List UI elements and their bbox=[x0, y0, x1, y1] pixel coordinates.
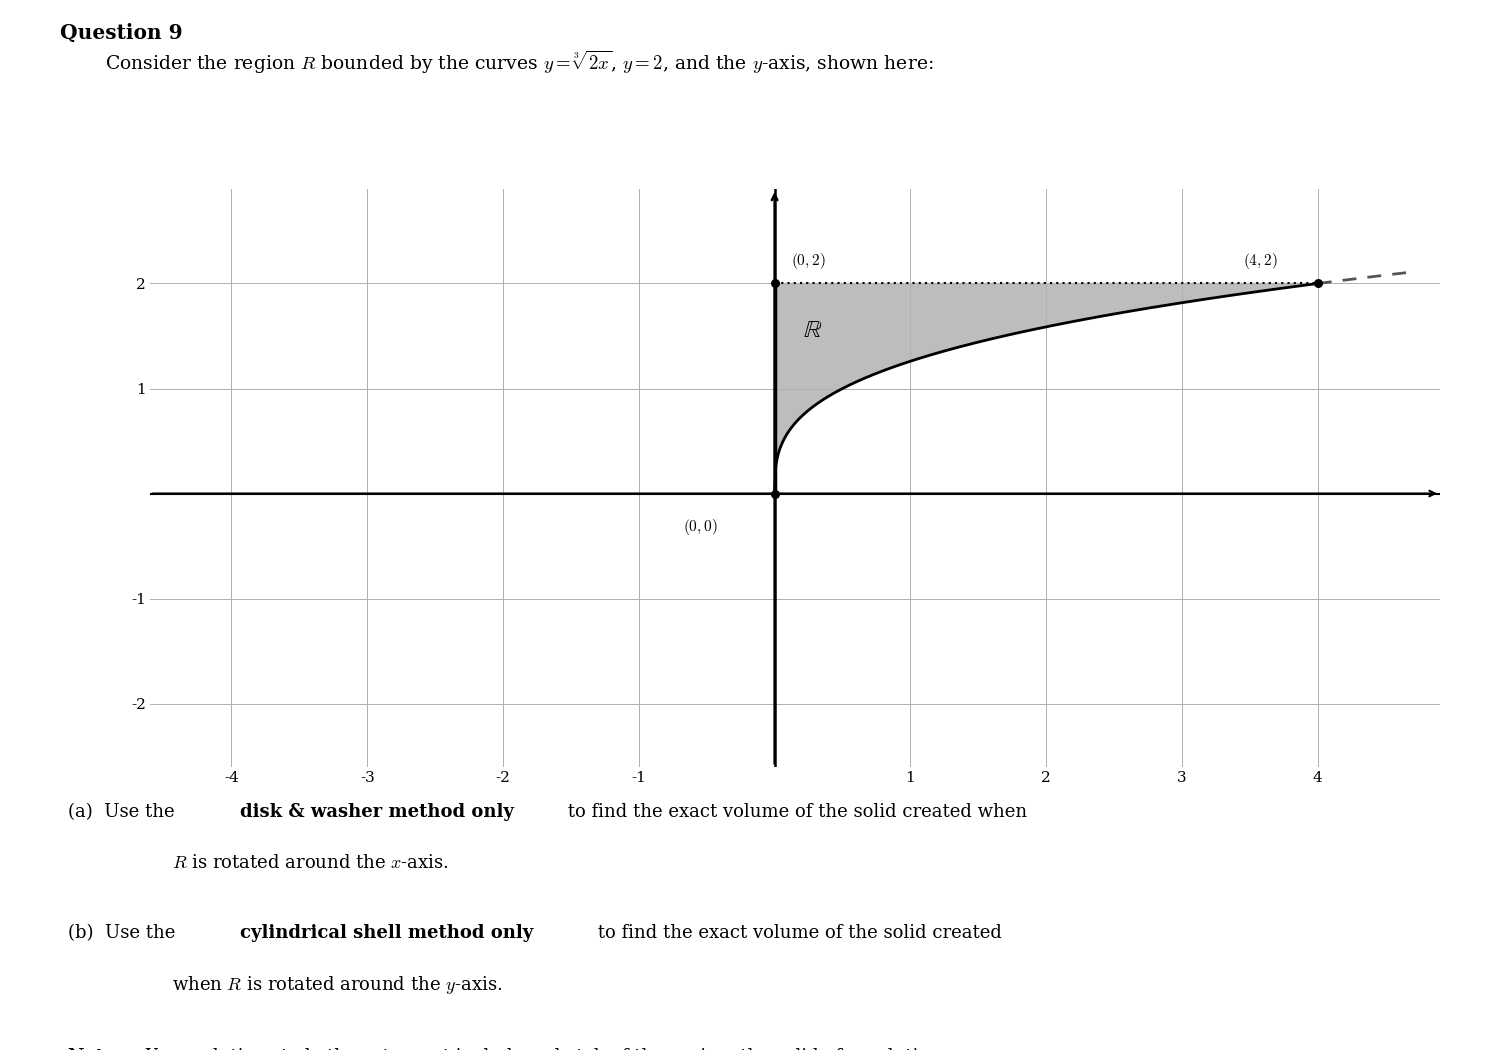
Text: to find the exact volume of the solid created: to find the exact volume of the solid cr… bbox=[592, 924, 1002, 942]
Text: $(0, 0)$: $(0, 0)$ bbox=[682, 517, 717, 537]
Text: : Your solutions to both parts must include a sketch of the region, the solid of: : Your solutions to both parts must incl… bbox=[134, 1048, 946, 1050]
Text: $(0, 2)$: $(0, 2)$ bbox=[790, 251, 825, 271]
Text: when $R$ is rotated around the $y$-axis.: when $R$ is rotated around the $y$-axis. bbox=[172, 974, 503, 996]
Text: Question 9: Question 9 bbox=[60, 23, 183, 43]
Text: disk & washer method only: disk & washer method only bbox=[240, 803, 514, 821]
Text: cylindrical shell method only: cylindrical shell method only bbox=[240, 924, 534, 942]
Text: (b)  Use the: (b) Use the bbox=[68, 924, 180, 942]
Polygon shape bbox=[774, 284, 1318, 493]
Text: $(4, 2)$: $(4, 2)$ bbox=[1244, 251, 1278, 271]
Text: Note: Note bbox=[68, 1048, 116, 1050]
Text: (a)  Use the: (a) Use the bbox=[68, 803, 180, 821]
Text: Consider the region $R$ bounded by the curves $y = \sqrt[3]{2x}$, $y = 2$, and t: Consider the region $R$ bounded by the c… bbox=[105, 49, 933, 77]
Text: $R$ is rotated around the $x$-axis.: $R$ is rotated around the $x$-axis. bbox=[172, 854, 450, 872]
Text: to find the exact volume of the solid created when: to find the exact volume of the solid cr… bbox=[562, 803, 1028, 821]
Text: $\mathbb{R}$: $\mathbb{R}$ bbox=[802, 319, 822, 342]
